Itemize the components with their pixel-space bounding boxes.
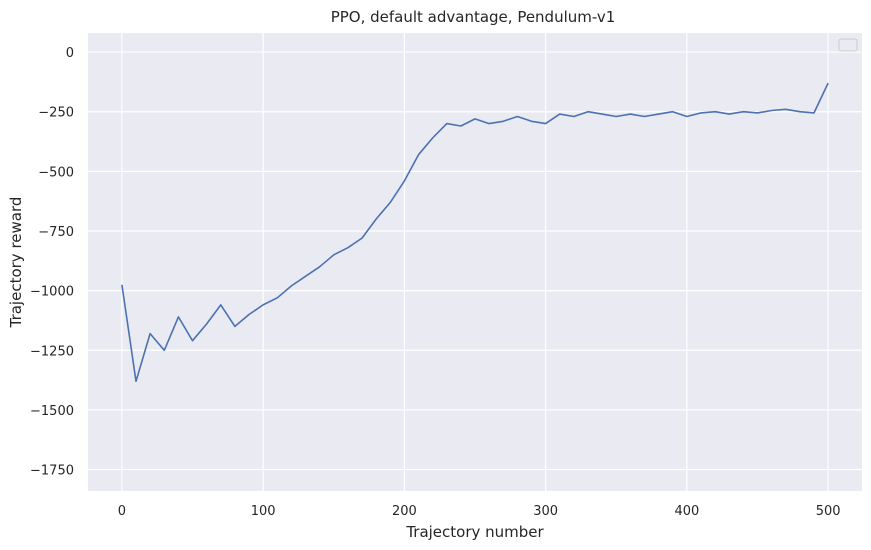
x-tick-label: 500 <box>816 504 841 519</box>
y-tick-label: −750 <box>38 225 74 240</box>
legend-box <box>838 38 858 52</box>
y-tick-label: −1250 <box>30 344 74 359</box>
x-tick-label: 200 <box>392 504 417 519</box>
y-tick-label: 0 <box>66 46 74 61</box>
x-tick-label: 100 <box>251 504 276 519</box>
series-line <box>121 82 829 383</box>
x-axis-title: Trajectory number <box>405 523 544 541</box>
y-tick-label: −250 <box>38 106 74 121</box>
y-tick-label: −1750 <box>30 464 74 479</box>
y-axis-title: Trajectory reward <box>7 197 25 329</box>
grid-lines <box>88 33 862 491</box>
series-layer <box>121 82 829 383</box>
chart-title: PPO, default advantage, Pendulum-v1 <box>331 8 616 26</box>
tick-labels: 0 100 200 300 400 500 0 −250 −500 −750 −1000 −1250 −… <box>30 46 841 519</box>
plot-area <box>88 33 862 491</box>
y-tick-label: −1500 <box>30 404 74 419</box>
y-tick-label: −500 <box>38 165 74 180</box>
x-tick-label: 0 <box>118 504 126 519</box>
x-tick-label: 400 <box>674 504 699 519</box>
x-tick-label: 300 <box>533 504 558 519</box>
y-tick-label: −1000 <box>30 285 74 300</box>
